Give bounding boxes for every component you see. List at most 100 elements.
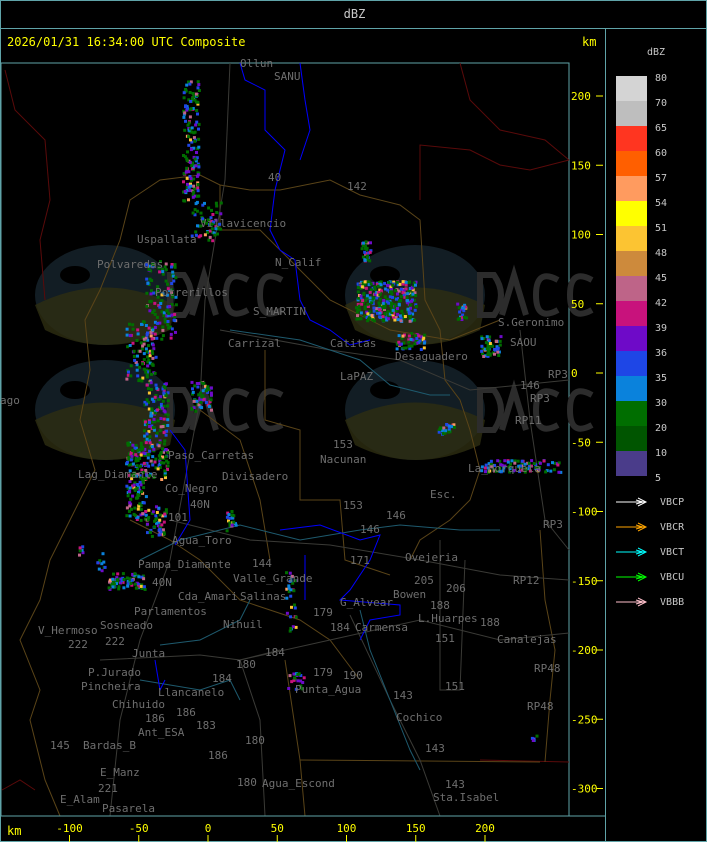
echo-cell [152,336,156,340]
echo-cell [142,342,146,346]
echo-cell [399,299,402,302]
echo-cell [136,472,140,476]
place-label: 184 [330,621,350,634]
echo-cell [200,395,204,399]
echo-cell [142,501,146,505]
echo-cell [139,444,143,448]
echo-cell [214,218,218,222]
echo-cell [462,315,466,319]
echo-cell [166,464,170,468]
echo-cell [151,426,155,430]
echo-cell [480,344,484,348]
echo-cell [148,445,152,449]
echo-cell [191,195,195,199]
echo-cell [135,518,139,521]
echo-cell [390,307,394,311]
echo-cell [145,370,149,374]
echo-cell [171,272,175,276]
echo-cell [108,578,112,582]
echo-cell [148,449,152,453]
echo-cell [121,572,125,576]
echo-cell [361,241,365,245]
place-label: RP48 [534,662,561,675]
place-label: RP48 [527,700,554,713]
echo-cell [190,178,193,182]
echo-cell [183,189,187,193]
echo-cell [169,332,173,336]
echo-cell [503,464,507,468]
echo-cell [377,291,381,294]
echo-cell [185,166,189,170]
echo-cell [484,341,488,345]
echo-cell [389,290,392,294]
place-label: Villavicencio [200,217,286,230]
place-label: Polvaredas [97,258,163,271]
echo-cell [146,331,149,335]
echo-cell [198,396,202,400]
echo-cell [127,473,131,477]
echo-cell [443,431,447,435]
echo-cell [154,514,158,518]
echo-cell [156,467,160,471]
echo-cell [493,352,496,356]
echo-cell [164,455,168,459]
echo-cell [530,459,534,463]
echo-cell [162,520,166,524]
echo-cell [196,181,200,185]
echo-cell [144,513,148,517]
echo-cell [150,388,153,391]
echo-cell [147,407,151,411]
echo-cell [370,314,374,318]
echo-cell [121,580,125,584]
echo-cell [366,241,370,245]
echo-cell [486,347,490,350]
echo-cell [197,127,200,131]
echo-cell [132,349,136,353]
echo-cell [417,334,421,338]
echo-cell [147,401,150,404]
echo-cell [195,151,198,154]
echo-cell [518,464,522,468]
echo-cell [382,319,385,323]
echo-cell [166,391,170,395]
echo-cell [132,354,136,358]
echo-cell [159,402,163,406]
echo-cell [182,91,186,95]
echo-cell [210,227,214,231]
y-axis: 200 150 100 50 0 -50 -100 -150 -200 -250 -300 [571,90,603,796]
place-label: 183 [196,719,216,732]
echo-cell [129,502,133,506]
echo-cell [355,310,359,314]
echo-cell [128,504,132,508]
echo-cell [116,572,120,576]
echo-cell [498,466,502,470]
echo-cell [289,579,293,583]
echo-cell [134,459,138,463]
echo-cell [189,177,193,180]
y-tick-label: -250 [571,713,598,726]
echo-cell [227,513,231,517]
echo-cell [197,89,201,92]
echo-cell [196,186,200,190]
place-label: 186 [176,706,196,719]
echo-cell [407,344,411,348]
echo-cell [142,577,146,581]
echo-cell [163,265,167,269]
echo-cell [111,577,115,581]
echo-cell [189,107,193,111]
echo-cell [138,349,142,353]
echo-cell [154,518,158,522]
legend-value: 36 [655,348,668,359]
echo-cell [367,251,370,255]
echo-cell [162,389,166,393]
echo-cell [406,301,410,305]
place-label: Nacunan [320,453,366,466]
echo-cell [145,437,149,441]
echo-cell [170,282,174,285]
echo-cell [293,676,296,680]
echo-cell [532,462,536,465]
echo-cell [526,461,530,465]
place-label: 151 [435,632,455,645]
echo-cell [144,441,148,445]
